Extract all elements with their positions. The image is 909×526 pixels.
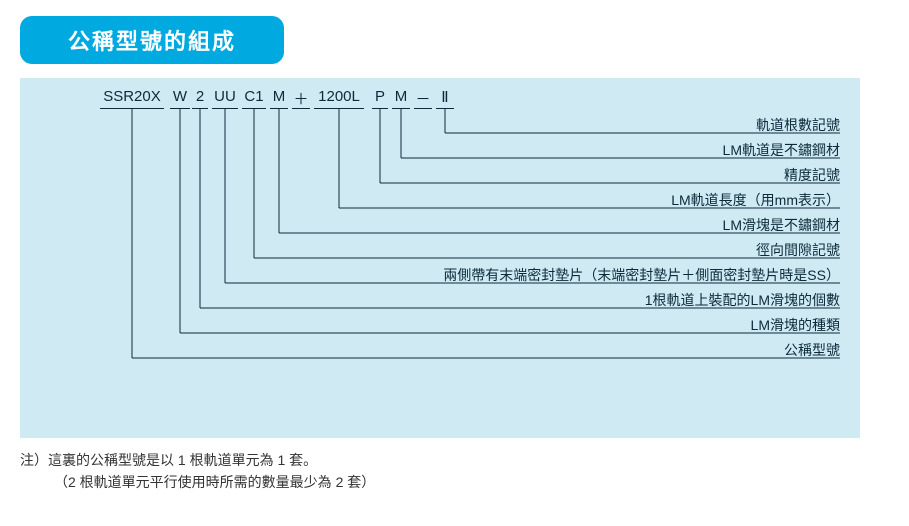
diagram-panel: SSR20XW2UUC1M＋1200LPM－Ⅱ公稱型號LM滑塊的種類1根軌道上裝… [20, 78, 860, 438]
desc-seg08: LM軌道長度（用mm表示） [671, 190, 840, 210]
code-segment-seg01: SSR20X [100, 88, 164, 105]
footnotes: 注）這裏的公稱型號是以 1 根軌道單元為 1 套。 （2 根軌道單元平行使用時所… [20, 450, 889, 492]
code-underline-seg03 [192, 108, 208, 109]
code-segment-seg09: P [372, 88, 388, 105]
code-underline-seg09 [372, 108, 388, 109]
bracket-lines [20, 78, 860, 438]
code-segment-seg08: 1200L [314, 88, 364, 105]
desc-seg12: 軌道根數記號 [756, 115, 840, 135]
desc-seg05: 徑向間隙記號 [756, 240, 840, 260]
code-underline-seg07 [292, 108, 310, 109]
code-segment-seg12: Ⅱ [436, 88, 454, 106]
desc-seg02: LM滑塊的種類 [751, 315, 840, 335]
footnote-2: （2 根軌道單元平行使用時所需的數量最少為 2 套） [20, 472, 889, 492]
desc-seg09: 精度記號 [784, 165, 840, 185]
desc-seg10: LM軌道是不鏽鋼材 [723, 140, 840, 160]
code-segment-seg03: 2 [192, 88, 208, 105]
desc-seg06: LM滑塊是不鏽鋼材 [723, 215, 840, 235]
code-underline-seg12 [436, 108, 454, 109]
code-underline-seg10 [392, 108, 410, 109]
desc-seg03: 1根軌道上裝配的LM滑塊的個數 [645, 290, 840, 310]
code-underline-seg04 [212, 108, 238, 109]
code-segment-seg05: C1 [242, 88, 266, 105]
code-segment-seg11: － [414, 88, 432, 109]
desc-seg04: 兩側帶有末端密封墊片（末端密封墊片＋側面密封墊片時是SS） [443, 265, 840, 285]
desc-seg01: 公稱型號 [784, 340, 840, 360]
code-segment-seg07: ＋ [292, 88, 310, 109]
code-underline-seg08 [314, 108, 364, 109]
code-segment-seg04: UU [212, 88, 238, 105]
code-underline-seg11 [414, 108, 432, 109]
code-segment-seg10: M [392, 88, 410, 105]
code-underline-seg01 [100, 108, 164, 109]
code-segment-seg06: M [270, 88, 288, 105]
code-segment-seg02: W [170, 88, 190, 105]
footnote-1: 注）這裏的公稱型號是以 1 根軌道單元為 1 套。 [20, 450, 889, 470]
code-underline-seg02 [170, 108, 190, 109]
section-title: 公稱型號的組成 [20, 16, 284, 64]
code-underline-seg06 [270, 108, 288, 109]
code-underline-seg05 [242, 108, 266, 109]
